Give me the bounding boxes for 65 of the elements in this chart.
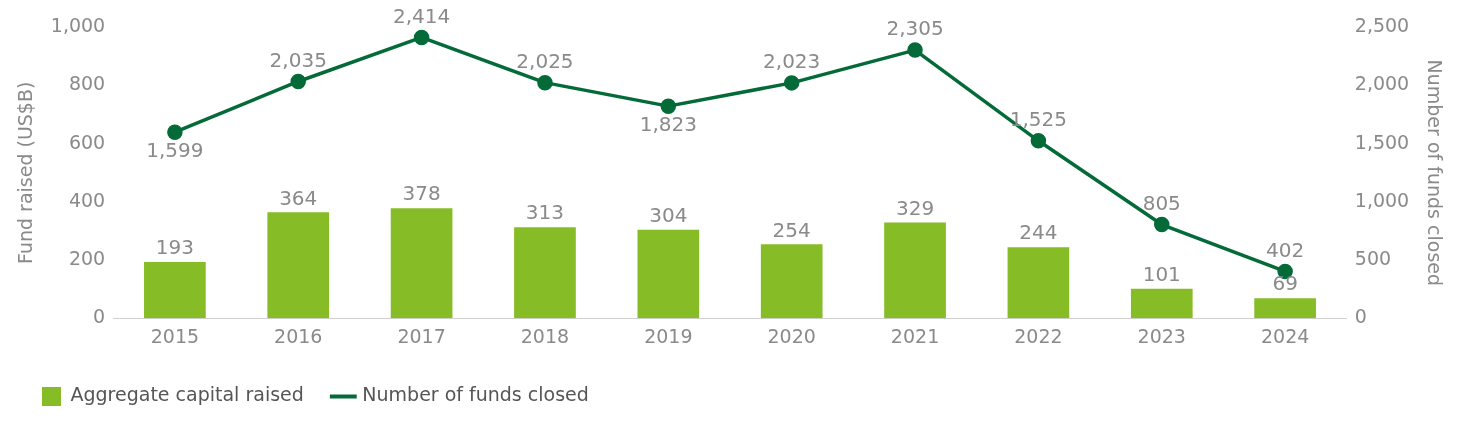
x-tick-label: 2017 bbox=[397, 324, 446, 347]
point bbox=[1154, 216, 1170, 233]
y2-tick-label: 2,500 bbox=[1354, 14, 1410, 37]
bar bbox=[1254, 298, 1316, 319]
bar bbox=[1007, 247, 1070, 319]
point bbox=[413, 29, 430, 46]
data-label: 1,599 bbox=[146, 138, 204, 163]
data-label: 193 bbox=[155, 235, 194, 260]
point bbox=[1030, 133, 1047, 149]
y-tick-label: 400 bbox=[68, 188, 106, 211]
bar bbox=[267, 212, 330, 319]
y-tick-label: 0 bbox=[93, 305, 106, 328]
data-label: 402 bbox=[1266, 237, 1305, 262]
y-tick-label: 1,000 bbox=[50, 14, 106, 37]
x-tick-label: 2021 bbox=[890, 324, 940, 347]
bar bbox=[884, 222, 946, 319]
data-label: 364 bbox=[279, 185, 318, 210]
data-label: 69 bbox=[1272, 271, 1298, 296]
data-label: 101 bbox=[1142, 262, 1181, 287]
x-tick-label: 2022 bbox=[1014, 324, 1063, 347]
y2-tick-label: 2,000 bbox=[1354, 72, 1410, 95]
bar bbox=[390, 208, 453, 319]
x-tick-label: 2023 bbox=[1137, 324, 1186, 347]
legend-label: Aggregate capital raised bbox=[70, 383, 304, 406]
x-tick-label: 2018 bbox=[520, 324, 570, 347]
x-tick-label: 2024 bbox=[1260, 324, 1310, 347]
y-tick-label: 600 bbox=[68, 130, 106, 153]
point bbox=[907, 42, 923, 58]
data-label: 313 bbox=[525, 200, 565, 225]
data-label: 2,305 bbox=[886, 16, 944, 41]
data-label: 2,414 bbox=[392, 3, 451, 28]
point bbox=[537, 74, 553, 91]
data-label: 378 bbox=[402, 181, 441, 206]
data-label: 254 bbox=[772, 217, 811, 242]
point bbox=[660, 98, 677, 114]
y2-tick-label: 1,500 bbox=[1354, 130, 1410, 153]
data-label: 2,025 bbox=[516, 48, 574, 73]
data-label: 244 bbox=[1019, 220, 1058, 245]
data-label: 805 bbox=[1142, 190, 1181, 215]
y-tick-label: 200 bbox=[68, 246, 106, 269]
legend-label: Number of funds closed bbox=[362, 383, 589, 406]
bar bbox=[637, 229, 700, 319]
y2-tick-label: 1,000 bbox=[1354, 188, 1410, 211]
data-label: 2,023 bbox=[763, 49, 821, 74]
point bbox=[783, 75, 800, 91]
point bbox=[290, 73, 306, 90]
y2-tick-label: 500 bbox=[1354, 246, 1392, 269]
bar bbox=[1130, 288, 1193, 319]
x-tick-label: 2020 bbox=[767, 324, 816, 347]
bar bbox=[144, 262, 206, 319]
y2-tick-label: 0 bbox=[1354, 305, 1367, 328]
x-tick-label: 2019 bbox=[644, 324, 693, 347]
bar bbox=[760, 244, 823, 319]
x-tick-label: 2016 bbox=[274, 324, 323, 347]
data-label: 304 bbox=[649, 203, 688, 227]
y-tick-label: 800 bbox=[68, 72, 106, 95]
data-label: 1,823 bbox=[639, 112, 697, 137]
y-axis-title: Fund raised (US$B) bbox=[14, 81, 37, 265]
data-label: 1,525 bbox=[1009, 107, 1068, 132]
data-label: 329 bbox=[895, 195, 935, 220]
point bbox=[167, 124, 183, 140]
y2-axis-title: Number of funds closed bbox=[1423, 59, 1446, 287]
bar bbox=[514, 227, 576, 319]
data-label: 2,035 bbox=[269, 47, 327, 72]
x-tick-label: 2015 bbox=[150, 324, 200, 347]
